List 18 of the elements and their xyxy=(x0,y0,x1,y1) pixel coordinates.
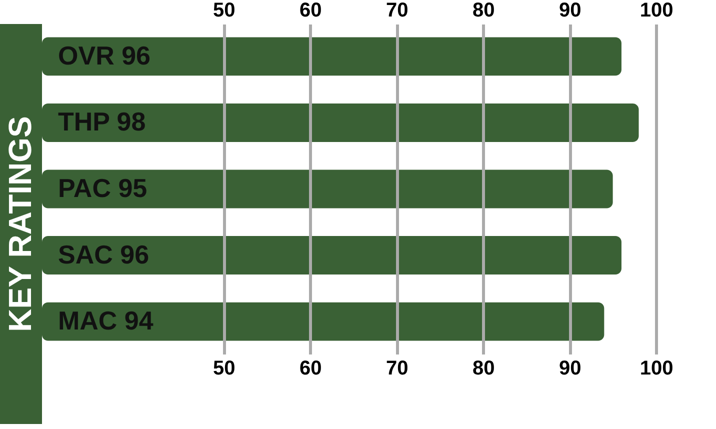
y-tick-label: MAC 94 xyxy=(58,306,154,336)
x-tick-label: 80 xyxy=(472,0,495,22)
x-tick-label: 90 xyxy=(558,0,582,22)
x2-tick-label: 100 xyxy=(640,358,674,380)
y-tick-label: PAC 95 xyxy=(58,173,148,203)
x2-tick-label: 80 xyxy=(472,358,495,380)
y-tick-label: OVR 96 xyxy=(58,40,150,70)
y-tick-label: SAC 96 xyxy=(58,239,150,270)
x-tick-label: 100 xyxy=(640,0,674,22)
x-tick-label: 50 xyxy=(212,0,236,22)
x2-tick-label: 60 xyxy=(299,358,322,380)
x2-tick-label: 50 xyxy=(212,358,236,380)
x2-tick-label: 70 xyxy=(386,358,408,380)
x2-tick-label: 90 xyxy=(558,358,582,380)
y-tick-label: THP 98 xyxy=(58,106,146,137)
x-tick-label: 70 xyxy=(386,0,408,22)
x-tick-label: 60 xyxy=(299,0,322,22)
text: KEY RATINGS xyxy=(2,116,38,332)
